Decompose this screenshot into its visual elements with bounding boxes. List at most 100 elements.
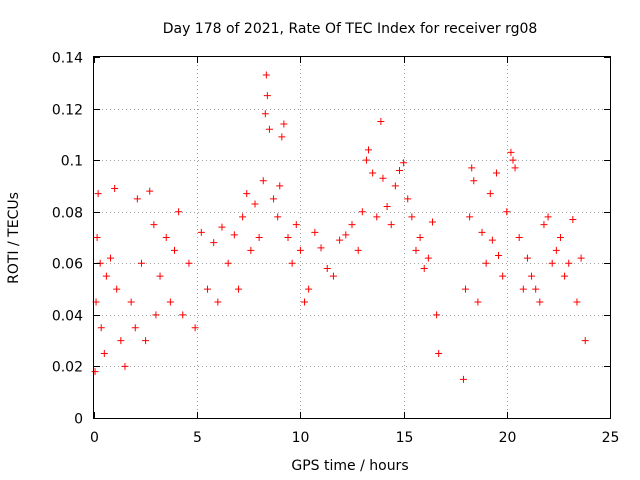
data-point xyxy=(523,254,531,262)
data-point xyxy=(404,195,412,203)
data-point xyxy=(492,169,500,177)
y-axis-label: ROTI / TECUs xyxy=(6,192,22,284)
data-point xyxy=(166,298,174,306)
data-point xyxy=(162,234,170,241)
data-point xyxy=(137,259,145,267)
data-point xyxy=(369,169,377,177)
data-point xyxy=(185,259,193,267)
data-point xyxy=(280,120,288,128)
data-point xyxy=(179,311,187,319)
data-point xyxy=(133,195,141,203)
x-axis-tick-labels: 0 5 10 15 20 25 xyxy=(90,430,619,446)
y-tick-label: 0.08 xyxy=(52,206,83,222)
data-point xyxy=(486,190,494,198)
data-point xyxy=(191,324,199,332)
data-point xyxy=(507,148,515,156)
data-point xyxy=(296,246,304,254)
data-point xyxy=(117,337,125,345)
data-point xyxy=(556,234,564,241)
data-point xyxy=(197,228,205,236)
data-point xyxy=(342,231,350,239)
data-point xyxy=(317,244,325,252)
data-point xyxy=(573,298,581,306)
data-point xyxy=(97,324,105,332)
data-point xyxy=(329,272,337,280)
data-point xyxy=(263,92,271,100)
data-point xyxy=(102,272,110,280)
data-point xyxy=(416,234,424,241)
data-point xyxy=(400,159,408,167)
data-point xyxy=(581,337,589,345)
data-point xyxy=(255,234,263,241)
y-tick-label: 0.1 xyxy=(61,154,83,170)
data-point xyxy=(424,254,432,262)
data-point xyxy=(488,236,496,244)
y-axis-tick-labels: 0 0.02 0.04 0.06 0.08 0.1 0.12 0.14 xyxy=(52,51,83,428)
y-tick-label: 0.14 xyxy=(52,51,83,67)
data-point xyxy=(565,259,573,267)
data-point xyxy=(175,208,183,216)
data-point xyxy=(94,190,102,198)
data-point xyxy=(234,285,242,293)
x-tick-label: 0 xyxy=(90,430,99,446)
data-point xyxy=(210,239,218,247)
data-point xyxy=(503,208,511,216)
data-point xyxy=(336,236,344,244)
data-point xyxy=(433,311,441,319)
data-point xyxy=(408,213,416,221)
data-point xyxy=(93,234,101,241)
data-point xyxy=(552,246,560,254)
plot-frame xyxy=(93,56,611,419)
data-point xyxy=(270,195,278,203)
data-point xyxy=(150,221,158,229)
data-point xyxy=(544,213,552,221)
data-point xyxy=(561,272,569,280)
data-point xyxy=(377,117,385,125)
data-point xyxy=(218,223,226,231)
data-point xyxy=(261,110,269,118)
data-point xyxy=(515,234,523,241)
x-tick-label: 15 xyxy=(396,430,414,446)
data-point xyxy=(127,298,135,306)
y-tick-label: 0.06 xyxy=(52,257,83,273)
data-point xyxy=(107,254,115,262)
data-point xyxy=(204,285,212,293)
data-point xyxy=(262,71,270,79)
data-point xyxy=(131,324,139,332)
data-point xyxy=(311,228,319,236)
data-point xyxy=(142,337,150,345)
x-tick-label: 5 xyxy=(193,430,202,446)
data-point xyxy=(495,252,503,260)
data-point xyxy=(348,221,356,229)
data-point xyxy=(391,182,399,190)
data-point xyxy=(214,298,222,306)
data-point xyxy=(362,156,370,164)
data-point xyxy=(243,190,251,198)
data-point xyxy=(239,213,247,221)
data-point xyxy=(274,213,282,221)
data-point xyxy=(577,254,585,262)
data-point xyxy=(519,285,527,293)
data-point xyxy=(511,164,519,172)
y-tick-label: 0 xyxy=(74,412,83,428)
data-point xyxy=(569,215,577,223)
data-point xyxy=(292,221,300,229)
data-point xyxy=(459,375,467,383)
y-tick-label: 0.02 xyxy=(52,360,83,376)
data-point xyxy=(247,246,255,254)
data-point xyxy=(373,213,381,221)
data-point xyxy=(301,298,309,306)
data-point xyxy=(358,208,366,216)
x-tick-label: 20 xyxy=(499,430,517,446)
data-point xyxy=(365,146,373,154)
data-points xyxy=(91,71,589,383)
data-point xyxy=(230,231,238,239)
y-tick-label: 0.04 xyxy=(52,309,83,325)
data-point xyxy=(146,187,154,195)
data-point xyxy=(284,234,292,241)
data-point xyxy=(540,221,548,229)
chart-title: Day 178 of 2021, Rate Of TEC Index for r… xyxy=(163,21,538,37)
data-point xyxy=(462,285,470,293)
